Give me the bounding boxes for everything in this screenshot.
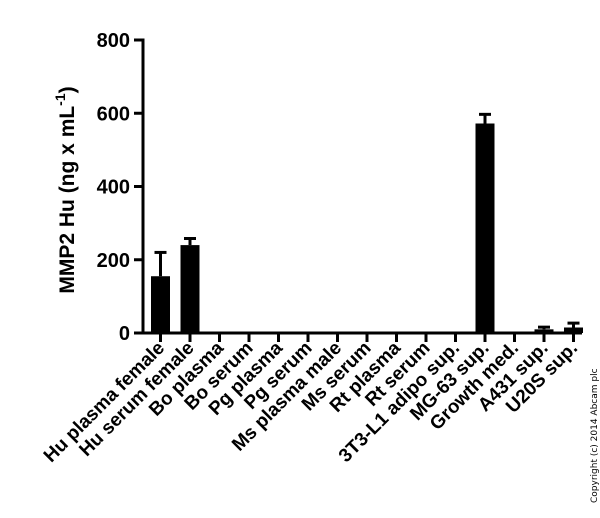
bar-14: [564, 327, 583, 333]
x-axis: [141, 331, 582, 342]
y-axis: 0 200 400 600 800: [97, 30, 145, 345]
y-axis-title: MMP2 Hu (ng x mL-1): [52, 86, 79, 293]
y-tick-label-0: 0: [119, 323, 130, 345]
bar-1: [180, 245, 200, 333]
y-axis-title-superscript: -1: [52, 93, 68, 106]
y-tick-label-600: 600: [97, 103, 130, 125]
bar-11: [475, 123, 495, 333]
bar-13: [534, 329, 554, 333]
y-axis-title-main: MMP2 Hu (ng x mL: [56, 106, 79, 294]
y-axis-title-close: ): [56, 86, 79, 93]
y-tick-label-800: 800: [97, 30, 130, 52]
bar-0: [151, 276, 170, 333]
y-tick-label-400: 400: [97, 177, 130, 199]
y-tick-label-200: 200: [97, 250, 130, 272]
bars: [151, 123, 583, 333]
copyright-text: Copyright (c) 2014 Abcam plc: [590, 368, 600, 503]
error-bars: [154, 112, 580, 330]
